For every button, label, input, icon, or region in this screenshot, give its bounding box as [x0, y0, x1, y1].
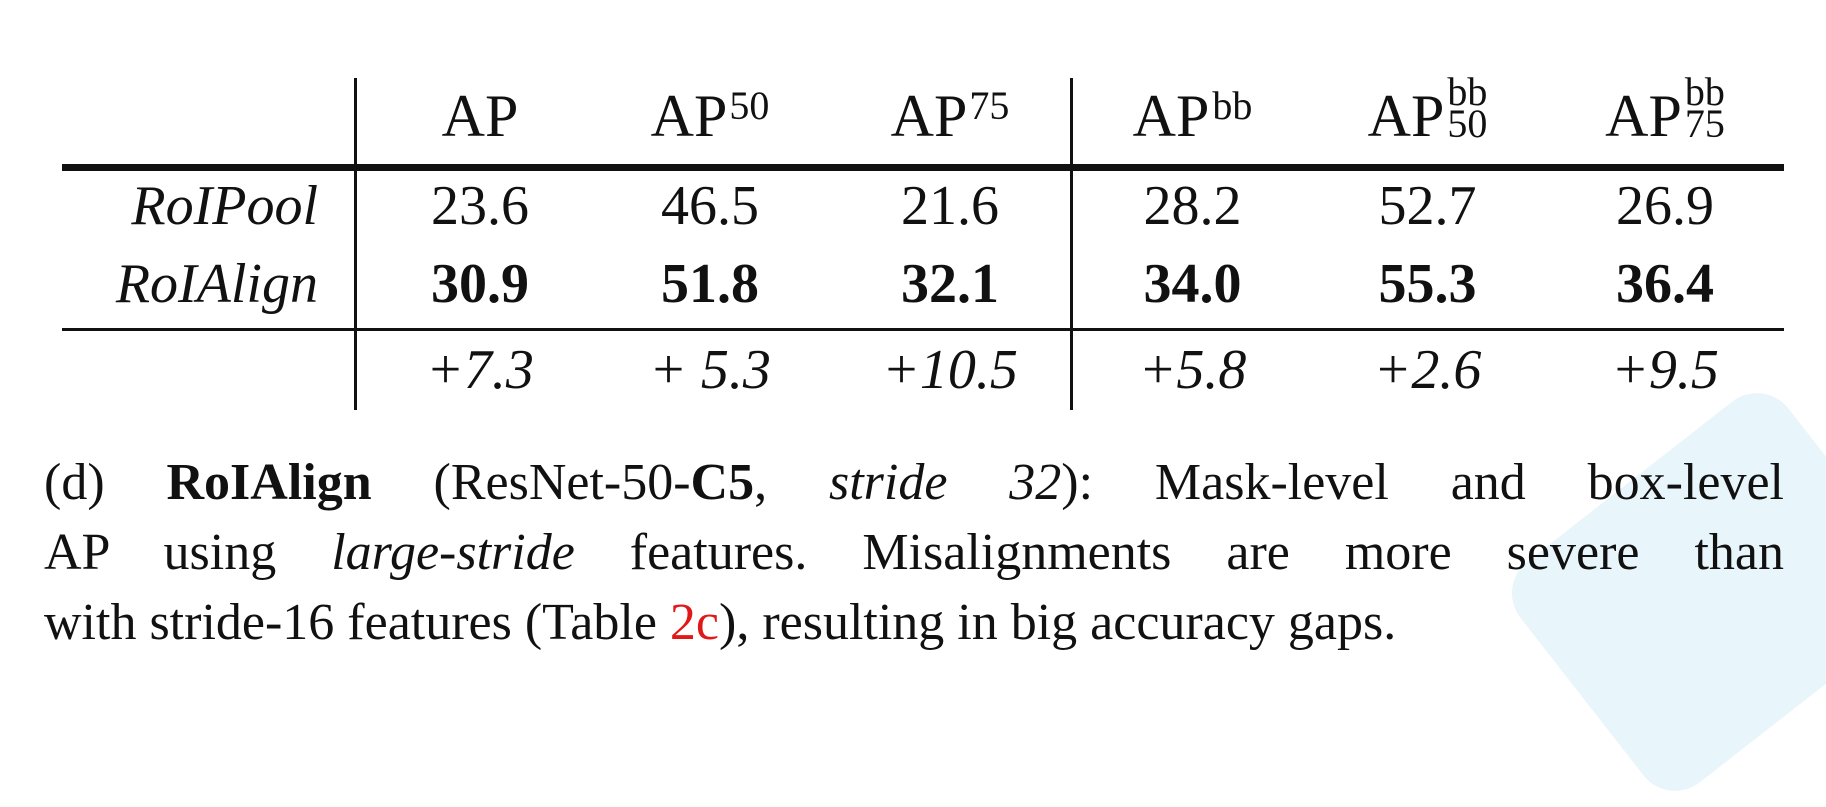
caption-backbone: C5 [690, 454, 755, 511]
table-cell: 32.1 [901, 253, 999, 315]
table-cell: 55.3 [1378, 253, 1477, 315]
mid-vertical-rule [1070, 78, 1073, 410]
header-apbb50: AP bb 50 [1367, 69, 1488, 149]
header-apbb: AP bb [1132, 83, 1253, 149]
caption-method: RoIAlign [166, 454, 372, 511]
table-cell: 51.8 [661, 253, 759, 315]
delta-cell: +7.3 [426, 339, 534, 401]
mid-rule [62, 328, 1784, 331]
delta-cell: +2.6 [1373, 339, 1482, 401]
table-cell: 34.0 [1143, 253, 1242, 315]
caption-line-1: (d) RoIAlign (ResNet-50-C5, stride 32): … [44, 454, 1784, 511]
left-vertical-rule [354, 78, 357, 410]
header-apbb75: AP bb 75 [1605, 69, 1725, 149]
delta-cell: +5.8 [1138, 339, 1247, 401]
table-cell: 46.5 [661, 175, 759, 237]
table-cell: 28.2 [1143, 175, 1242, 237]
table-cell: 21.6 [901, 175, 999, 237]
header-ap50: AP 50 [650, 83, 770, 149]
table-cell: 52.7 [1378, 175, 1477, 237]
table-cell: 26.9 [1616, 175, 1714, 237]
header-ap75: AP 75 [890, 83, 1010, 149]
table-caption: (d) RoIAlign (ResNet-50-C5, stride 32): … [44, 448, 1784, 658]
table-cell: 23.6 [431, 175, 529, 237]
caption-stride: stride 32 [828, 454, 1062, 511]
table-cell: 30.9 [431, 253, 529, 315]
caption-line-2: AP using large-stride features. Misalign… [44, 524, 1784, 581]
header-ap: AP [441, 83, 519, 149]
results-table: AP AP 50 AP 75 AP bb AP bb 50 AP bb 75 RoIPool … [62, 69, 1784, 410]
caption-large-stride: large-stride [331, 524, 575, 581]
row-label-roialign: RoIAlign [115, 253, 318, 315]
table-reference-link[interactable]: 2c [669, 594, 719, 651]
table-cell: 36.4 [1616, 253, 1714, 315]
caption-line-3: with stride-16 features (Table 2c), resu… [44, 594, 1397, 651]
delta-cell: +9.5 [1611, 339, 1719, 401]
delta-cell: +10.5 [882, 339, 1018, 401]
row-label-roipool: RoIPool [131, 175, 318, 237]
top-header-rule [62, 164, 1784, 171]
delta-cell: + 5.3 [649, 339, 771, 401]
